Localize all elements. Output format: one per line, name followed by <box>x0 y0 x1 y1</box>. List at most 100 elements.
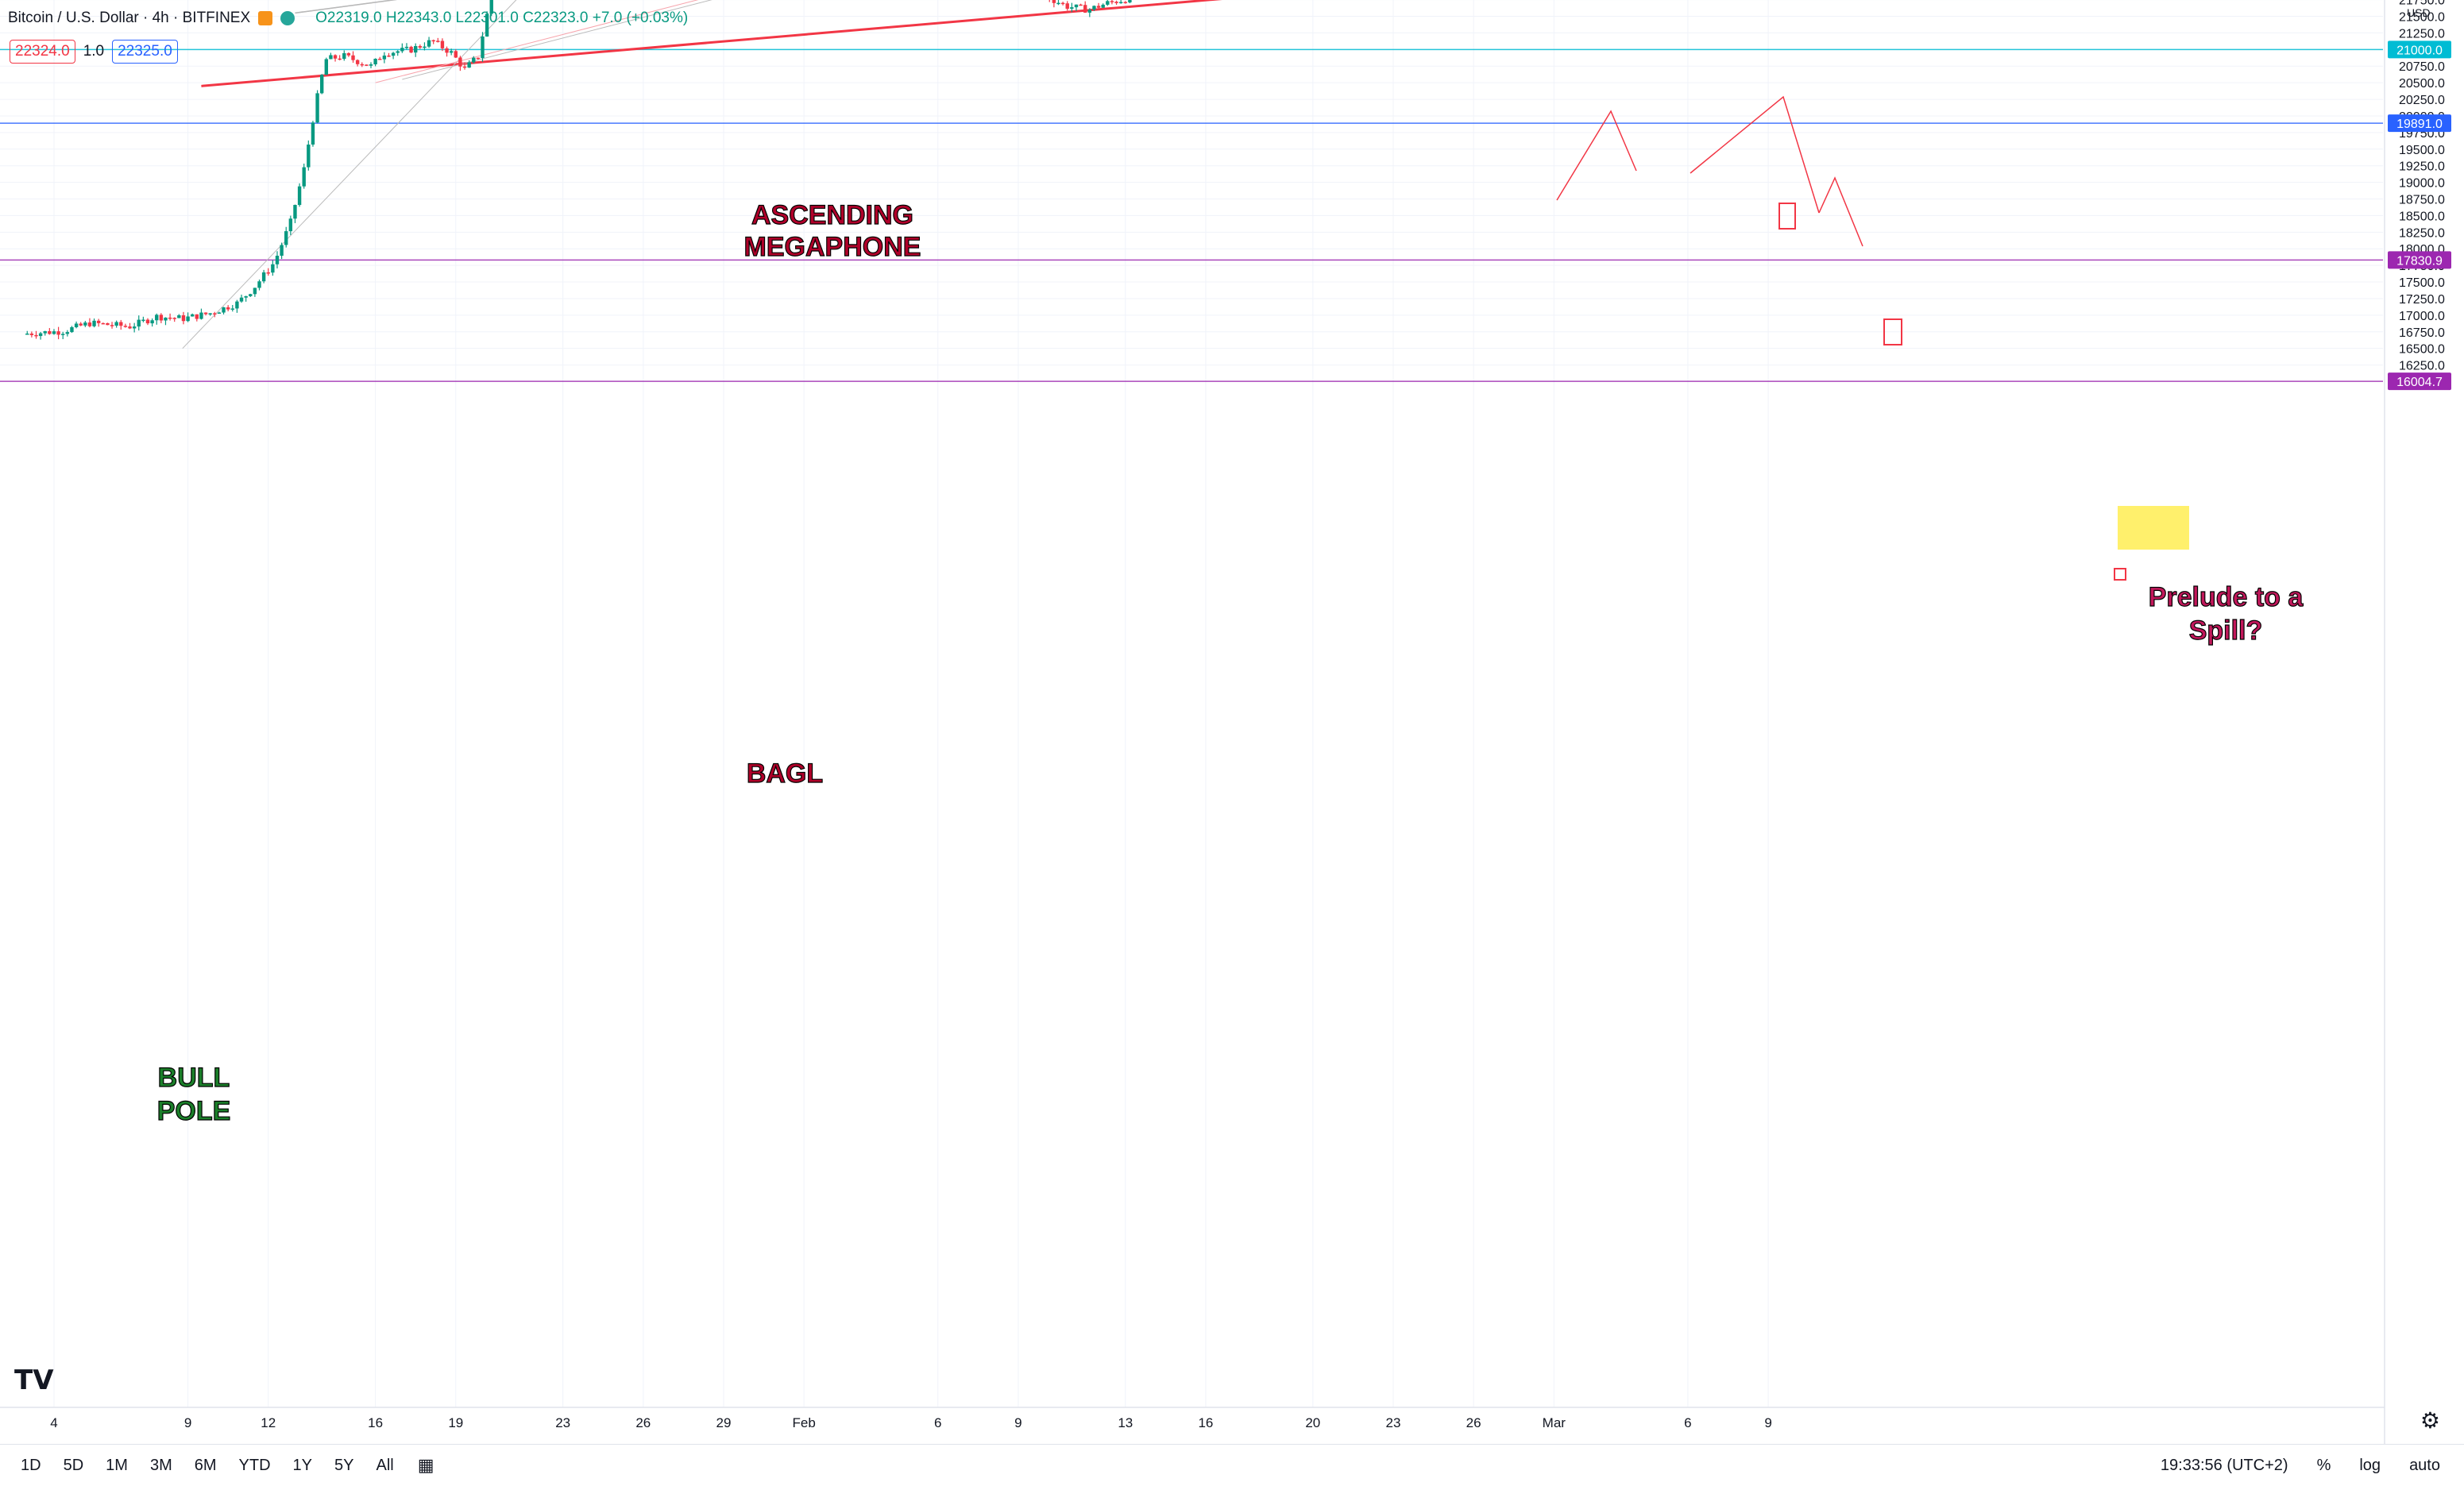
candle-body <box>208 313 212 315</box>
candle-body <box>445 48 449 53</box>
candle-body <box>1056 2 1060 5</box>
timeframe-ytd[interactable]: YTD <box>238 1456 271 1474</box>
ask-price[interactable]: 22325.0 <box>112 40 178 64</box>
candle-body <box>101 322 105 325</box>
candle-body <box>431 40 435 42</box>
candle-body <box>92 320 96 326</box>
x-tick-label: 26 <box>1466 1415 1481 1430</box>
y-tick-label: 18750.0 <box>2399 194 2445 207</box>
y-tick-label: 21750.0 <box>2399 0 2445 8</box>
currency-label: USD <box>2407 6 2431 19</box>
timeframe-1m[interactable]: 1M <box>106 1456 128 1474</box>
candle-body <box>96 320 101 323</box>
peak-line <box>1818 176 1863 247</box>
timeframe-3m[interactable]: 3M <box>149 1456 172 1474</box>
candle-body <box>418 46 423 48</box>
candle-body <box>253 288 257 295</box>
price-axis[interactable] <box>2385 0 2464 1444</box>
candle-body <box>342 52 346 60</box>
calendar-range-icon[interactable]: ▦ <box>417 1455 434 1475</box>
timeframe-5d[interactable]: 5D <box>63 1456 84 1474</box>
candle-body <box>213 313 217 315</box>
flag-icon[interactable] <box>258 11 273 25</box>
price-axis-labels: 25312.425000.024150.024000.023955.123773… <box>2388 41 2451 391</box>
candle-body <box>271 264 275 273</box>
spread-value: 1.0 <box>83 43 105 60</box>
candle-body <box>440 41 445 48</box>
symbol-title[interactable]: Bitcoin / U.S. Dollar · 4h · BITFINEX <box>8 10 251 26</box>
candle-body <box>1128 0 1132 3</box>
y-tick-label: 17000.0 <box>2399 310 2445 323</box>
candle-body <box>141 319 145 322</box>
x-tick-label: 16 <box>1198 1415 1213 1430</box>
candle-body <box>1101 4 1105 8</box>
timeframe-6m[interactable]: 6M <box>194 1456 217 1474</box>
candle-body <box>1118 2 1123 4</box>
marker-box <box>1778 203 1796 230</box>
symbol-header: Bitcoin / U.S. Dollar · 4h · BITFINEX O2… <box>8 10 688 27</box>
candle-body <box>404 46 409 48</box>
candle-body <box>114 322 118 326</box>
x-tick-label: 6 <box>934 1415 941 1430</box>
annotation-label: POLE <box>157 1096 231 1126</box>
candle-body <box>222 307 226 313</box>
candle-body <box>56 331 60 335</box>
bid-price[interactable]: 22324.0 <box>10 40 75 64</box>
price-label: 16004.7 <box>2396 376 2443 389</box>
y-tick-label: 17500.0 <box>2399 276 2445 290</box>
horizontal-levels <box>0 48 2383 382</box>
x-tick-label: Feb <box>792 1415 815 1430</box>
candle-body <box>145 319 150 324</box>
price-label: 19891.0 <box>2396 118 2443 131</box>
candle-body <box>1087 10 1092 13</box>
candle-body <box>293 205 297 219</box>
candle-body <box>481 36 485 59</box>
clock[interactable]: 19:33:56 (UTC+2) <box>2160 1456 2288 1474</box>
y-tick-label: 19000.0 <box>2399 177 2445 191</box>
timeframe-1y[interactable]: 1Y <box>292 1456 313 1474</box>
candle-body <box>70 327 74 333</box>
candle-body <box>38 333 43 337</box>
candle-body <box>266 272 270 274</box>
x-tick-label: Mar <box>1543 1415 1566 1430</box>
candle-body <box>119 322 123 326</box>
candle-body <box>226 307 230 310</box>
candle-body <box>87 322 92 326</box>
candle-body <box>159 315 164 321</box>
x-tick-label: 13 <box>1118 1415 1133 1430</box>
candle-body <box>338 58 342 60</box>
candle-body <box>315 93 319 123</box>
annotation-label: MEGAPHONE <box>744 232 921 262</box>
annotation-label: BULL <box>158 1063 230 1093</box>
candle-body <box>1110 1 1114 2</box>
log-toggle[interactable]: log <box>2359 1456 2381 1474</box>
timeframe-5y[interactable]: 5Y <box>334 1456 354 1474</box>
candle-body <box>489 0 493 14</box>
candle-body <box>427 40 431 47</box>
price-label-bg <box>2388 114 2451 133</box>
y-tick-label: 18500.0 <box>2399 210 2445 223</box>
candle-body <box>249 294 253 296</box>
candle-body <box>467 62 471 68</box>
candle-body <box>34 334 38 337</box>
candlestick-series <box>25 0 1132 340</box>
candle-body <box>191 314 195 317</box>
percent-toggle[interactable]: % <box>2316 1456 2331 1474</box>
y-tick-label: 19500.0 <box>2399 144 2445 157</box>
x-tick-label: 4 <box>50 1415 57 1430</box>
candle-body <box>1114 2 1118 3</box>
y-tick-label: 21250.0 <box>2399 27 2445 41</box>
auto-toggle[interactable]: auto <box>2409 1456 2440 1474</box>
candle-body <box>311 122 315 145</box>
timeframe-1d[interactable]: 1D <box>21 1456 41 1474</box>
candle-body <box>369 64 373 66</box>
candle-body <box>288 218 293 232</box>
tradingview-logo[interactable]: TV <box>14 1364 54 1396</box>
gear-icon[interactable]: ⚙ <box>2420 1408 2440 1433</box>
timeframe-all[interactable]: All <box>376 1456 394 1474</box>
annotation-label: ASCENDING <box>751 200 913 230</box>
candle-body <box>195 314 199 319</box>
candle-body <box>137 319 141 327</box>
candle-body <box>52 331 56 334</box>
